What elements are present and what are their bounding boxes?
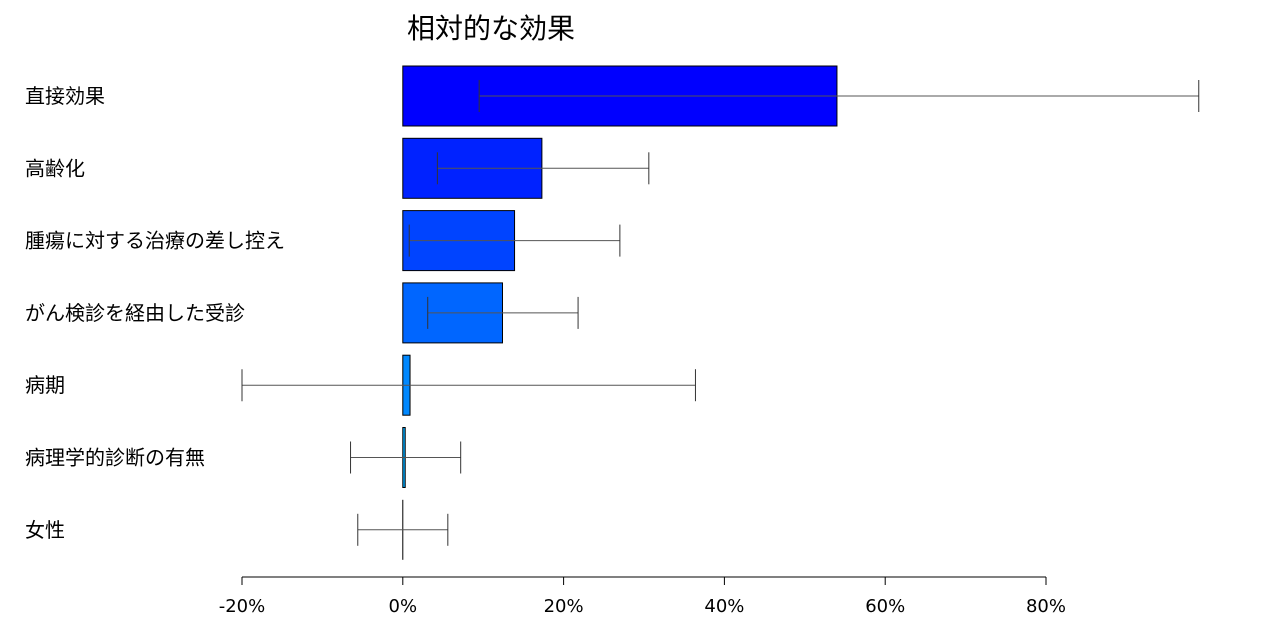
category-label: がん検診を経由した受診 <box>25 301 245 325</box>
category-labels: 直接効果高齢化腫瘍に対する治療の差し控えがん検診を経由した受診病期病理学的診断の… <box>25 84 285 542</box>
category-label: 女性 <box>25 518 65 542</box>
category-label: 直接効果 <box>25 84 105 108</box>
x-tick-label: -20% <box>219 596 266 617</box>
category-label: 病理学的診断の有無 <box>25 446 205 470</box>
x-tick-label: 0% <box>389 596 418 617</box>
x-tick-label: 80% <box>1026 596 1066 617</box>
x-tick-label: 40% <box>704 596 744 617</box>
category-label: 病期 <box>25 373 65 397</box>
error-bars <box>241 80 1200 546</box>
x-tick-label: 20% <box>544 596 584 617</box>
x-tick-label: 60% <box>865 596 905 617</box>
x-axis: -20% 0% 20% 40% 60% 80% <box>219 576 1066 617</box>
category-label: 腫瘍に対する治療の差し控え <box>25 229 285 253</box>
chart-title: 相対的な効果 <box>407 12 575 45</box>
category-label: 高齢化 <box>25 156 85 180</box>
